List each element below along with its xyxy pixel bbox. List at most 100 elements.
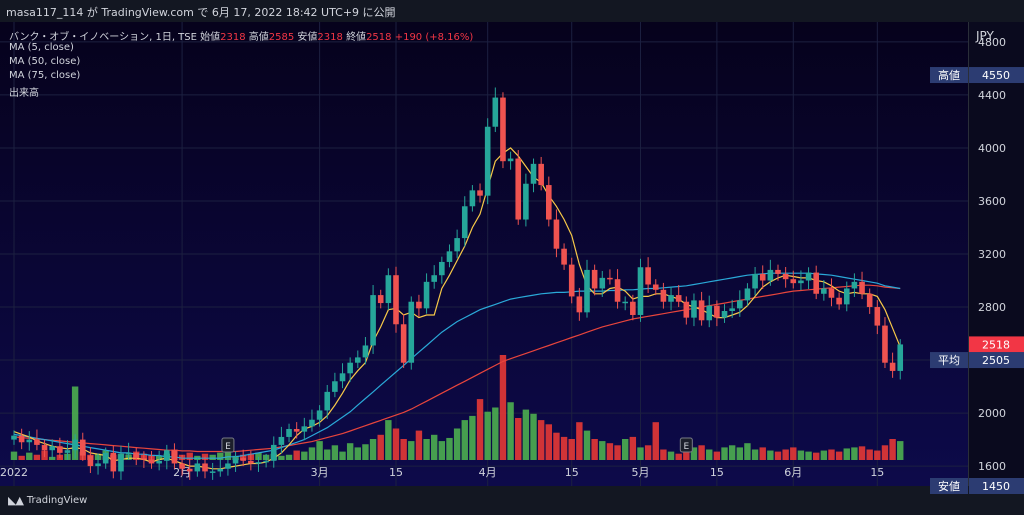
candle-body: [668, 295, 674, 302]
legend-ma50[interactable]: MA (50, close): [9, 56, 81, 67]
candle-body: [706, 305, 713, 321]
candle-body: [500, 97, 506, 162]
candle-body: [897, 344, 904, 371]
volume-bar: [278, 455, 285, 460]
volume-bar: [476, 399, 484, 460]
candle-body: [851, 281, 858, 289]
volume-bar: [346, 443, 354, 460]
candle-body: [370, 295, 376, 346]
earnings-marker-label: E: [225, 442, 231, 452]
candle-body: [568, 264, 575, 297]
candle-body: [652, 284, 659, 290]
volume-bar: [331, 445, 339, 460]
y-tick-label: 4400: [978, 89, 1006, 102]
candle-body: [515, 158, 522, 220]
volume-bar: [400, 439, 407, 460]
volume-bar: [545, 424, 552, 460]
candle-body: [721, 311, 728, 318]
volume-bar: [530, 413, 537, 460]
candle-body: [767, 269, 774, 281]
candle-body: [836, 297, 842, 305]
candle-body: [217, 468, 224, 472]
volume-bar: [484, 411, 491, 460]
y-tick-label: 3600: [978, 195, 1006, 208]
candle-body: [645, 267, 651, 285]
legend-ma75[interactable]: MA (75, close): [9, 70, 81, 81]
candle-body: [866, 293, 873, 308]
volume-bar: [805, 451, 812, 460]
volume-bar: [835, 451, 843, 460]
volume-bar: [675, 453, 682, 460]
price-axis[interactable]: [968, 22, 1024, 486]
candle-body: [87, 455, 94, 467]
candle-body: [660, 289, 667, 302]
y-tick-label: 4000: [978, 142, 1006, 155]
volume-bar: [33, 454, 41, 460]
volume-bar: [614, 445, 621, 460]
candle-body: [553, 219, 560, 249]
legend-low-value: 2318: [317, 32, 343, 43]
y-tick-label: 2000: [978, 407, 1006, 420]
candle-body: [798, 280, 804, 284]
volume-bar: [560, 436, 568, 460]
volume-bar: [71, 386, 79, 460]
candle-body: [278, 436, 285, 445]
candle-body: [240, 458, 246, 461]
candle-body: [41, 444, 48, 451]
candle-body: [248, 460, 254, 464]
candle-body: [859, 281, 865, 294]
price-marker-tag: [930, 478, 968, 494]
candle-body: [889, 362, 896, 371]
volume-bar: [568, 439, 575, 460]
volume-bar: [690, 447, 698, 460]
candle-body: [355, 357, 361, 363]
y-tick-label: 3200: [978, 248, 1006, 261]
x-tick-label: 6月: [784, 466, 802, 479]
candle-body: [599, 277, 606, 289]
x-tick-label: 15: [565, 466, 579, 479]
candle-body: [523, 183, 529, 220]
volume-bar: [652, 422, 659, 460]
candle-body: [828, 288, 835, 298]
candle-body: [584, 269, 590, 313]
volume-bar: [515, 418, 522, 460]
candle-body: [79, 439, 86, 456]
tradingview-logo[interactable]: ◣▲ TradingView: [8, 494, 87, 507]
volume-bar: [415, 430, 423, 460]
y-tick-label: 4800: [978, 36, 1006, 49]
candle-body: [263, 460, 269, 463]
candle-body: [507, 158, 514, 162]
volume-bar: [339, 451, 346, 460]
candle-body: [607, 277, 613, 280]
candle-body: [843, 288, 850, 305]
candle-body: [102, 452, 109, 464]
legend-ma5[interactable]: MA (5, close): [9, 42, 74, 53]
candle-body: [34, 439, 40, 445]
x-tick-label: 15: [389, 466, 403, 479]
legend-volume[interactable]: 出来高: [9, 88, 39, 99]
volume-bar: [751, 449, 759, 460]
candle-body: [171, 450, 178, 464]
price-marker-box: [969, 478, 1024, 494]
legend-high-value: 2585: [268, 32, 295, 43]
volume-bar: [492, 407, 499, 460]
candle-body: [179, 463, 185, 469]
volume-bar: [721, 447, 728, 460]
candle-body: [714, 305, 720, 318]
volume-bar: [683, 449, 690, 460]
candle-body: [400, 324, 407, 363]
candle-body: [630, 301, 636, 315]
price-marker-value: 4550: [982, 69, 1010, 82]
candle-body: [156, 460, 162, 464]
candle-body: [729, 308, 735, 312]
candle-body: [744, 288, 751, 301]
volume-bar: [889, 439, 896, 460]
time-axis[interactable]: [0, 486, 1024, 515]
candle-body: [759, 273, 766, 281]
candle-body: [148, 459, 155, 464]
legend-symbol[interactable]: バンク・オブ・イノベーション, 1日, TSE: [9, 32, 197, 43]
attribution-text: masa117_114 が TradingView.com で 6月 17, 2…: [6, 6, 396, 19]
candle-body: [484, 126, 491, 196]
candle-body: [675, 295, 682, 302]
